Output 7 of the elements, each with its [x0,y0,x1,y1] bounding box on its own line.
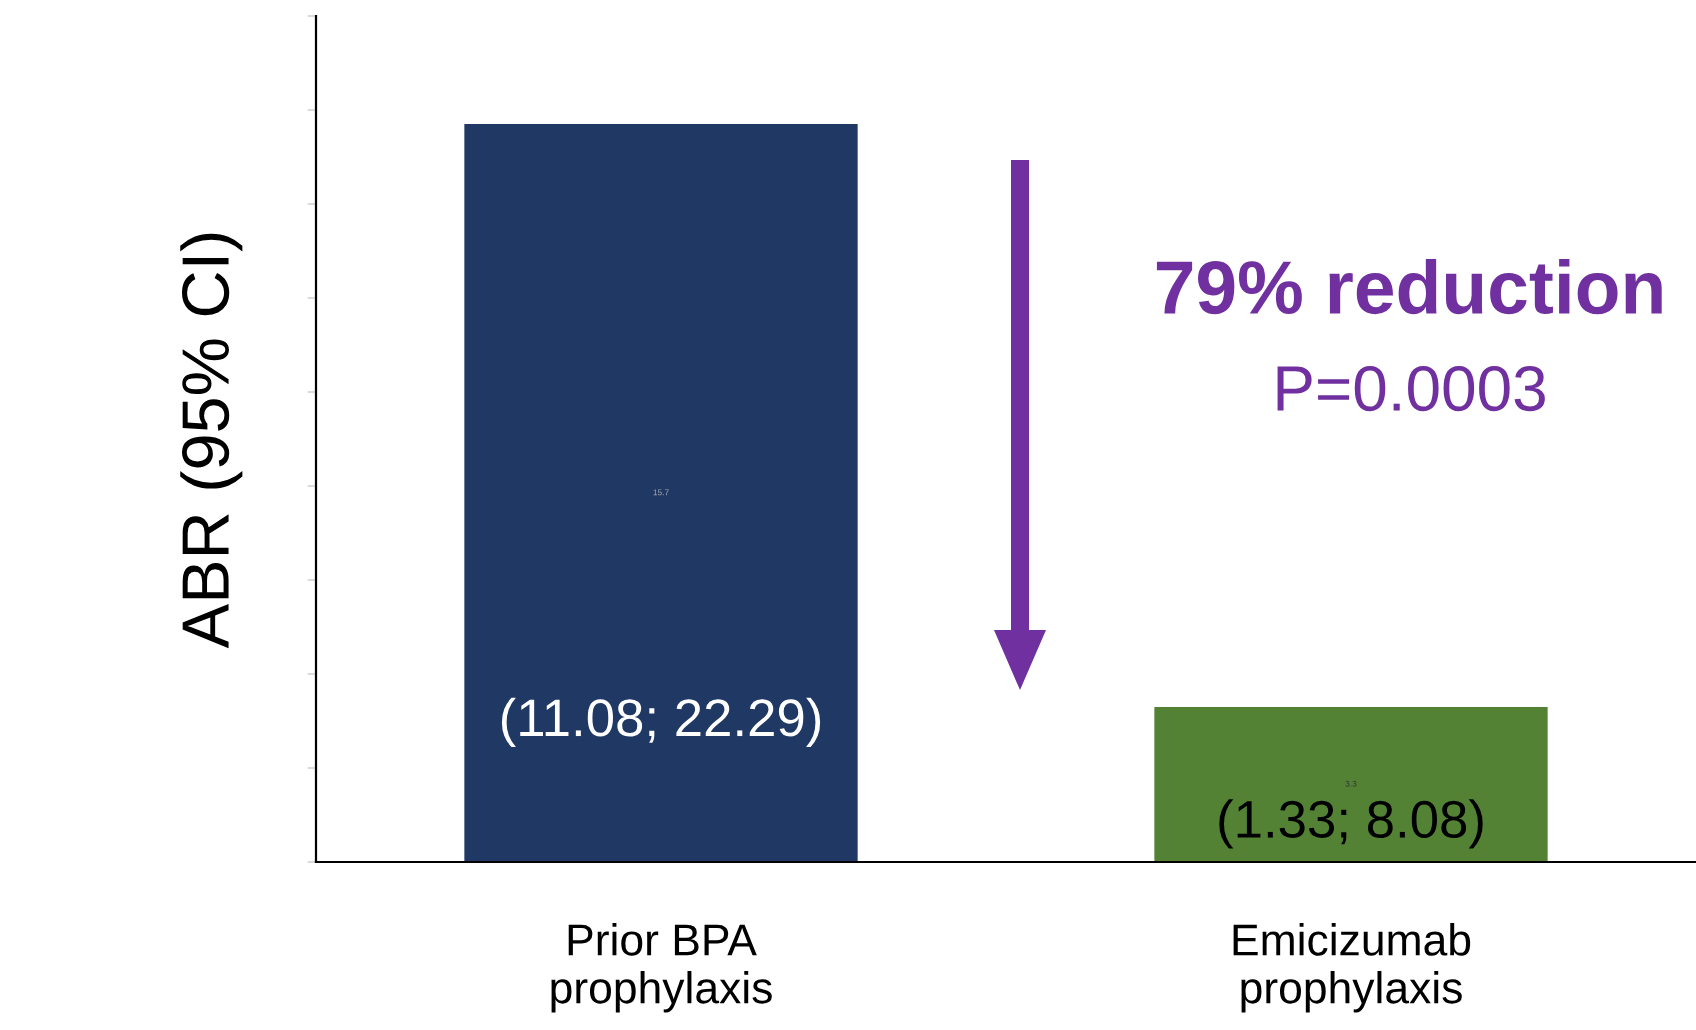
x-tick-label: Prior BPA prophylaxis [551,923,772,1013]
x-tick-label: Emicizumab prophylaxis [1233,923,1471,1013]
annotation: 79% reduction [1156,259,1662,315]
y-axis-title: ABR (95% CI) [180,233,243,649]
annotation: P=0.0003 [1277,365,1545,412]
annotation: (1.33; 8.08) [1219,799,1483,849]
annotation: (11.08; 22.29) [501,697,821,747]
